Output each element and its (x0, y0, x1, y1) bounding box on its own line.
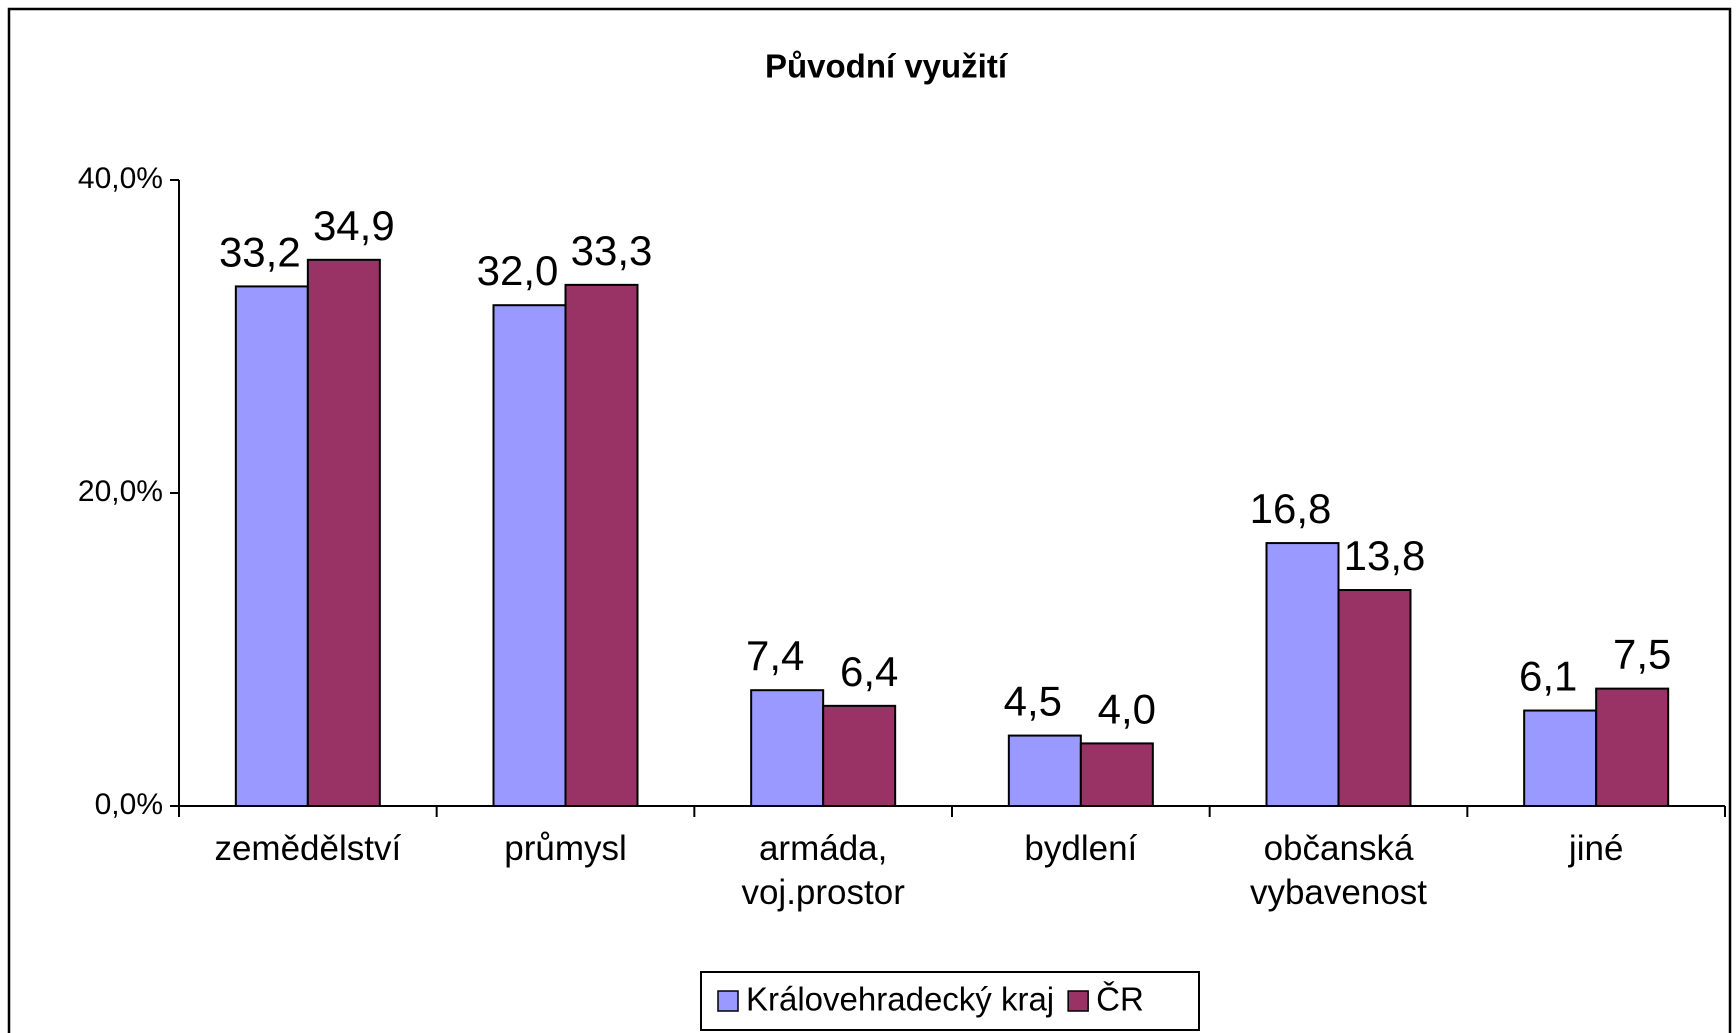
data-label: 4,5 (1004, 678, 1062, 725)
data-label: 4,0 (1098, 685, 1156, 732)
data-label: 13,8 (1344, 532, 1426, 579)
x-tick-label: armáda, voj.prostor (741, 829, 905, 912)
bar (564, 283, 639, 808)
bar (234, 285, 309, 808)
x-tick-label: občanská vybavenost (1250, 829, 1427, 912)
bar (1523, 709, 1598, 807)
x-tick-label-line: voj.prostor (741, 873, 905, 912)
legend-swatch (1067, 990, 1089, 1012)
x-tick-label: jiné (1568, 829, 1623, 868)
bar (822, 704, 897, 808)
bar (1079, 742, 1154, 808)
chart-title: Původní využití (765, 48, 1009, 85)
x-tick-label-line: armáda, (759, 829, 887, 868)
bar (306, 258, 381, 807)
x-tick-label: průmysl (504, 829, 627, 868)
bar (750, 689, 825, 807)
data-label: 34,9 (313, 202, 395, 249)
bar (1337, 589, 1412, 808)
y-tick-label: 40,0% (78, 162, 163, 195)
data-label: 6,1 (1519, 653, 1577, 700)
legend-label: ČR (1096, 981, 1144, 1018)
x-tick-label: zemědělství (214, 829, 401, 868)
x-tick-label-line: vybavenost (1250, 873, 1427, 912)
data-label: 6,4 (840, 648, 898, 695)
data-label: 7,4 (746, 632, 804, 679)
data-label: 16,8 (1250, 485, 1332, 532)
data-label: 33,2 (219, 228, 301, 275)
legend-swatch (717, 990, 739, 1012)
x-tick-label-line: občanská (1264, 829, 1414, 868)
legend: Královehradecký kraj ČR (700, 971, 1200, 1031)
legend-label: Královehradecký kraj (746, 981, 1054, 1018)
data-label: 7,5 (1613, 631, 1671, 678)
x-tick-label-line: zemědělství (214, 829, 401, 868)
y-tick-label: 20,0% (78, 475, 163, 508)
bar (1595, 687, 1670, 807)
legend-box (700, 971, 1200, 1031)
data-label: 33,3 (571, 227, 653, 274)
x-tick-label-line: průmysl (504, 829, 627, 868)
data-label: 32,0 (477, 247, 559, 294)
bar (1007, 734, 1082, 808)
x-tick-label: bydlení (1024, 829, 1137, 868)
bar (1265, 542, 1340, 808)
bar (492, 304, 567, 807)
x-tick-label-line: bydlení (1024, 829, 1137, 868)
x-tick-label-line: jiné (1568, 829, 1623, 868)
y-tick-label: 0,0% (95, 788, 163, 821)
